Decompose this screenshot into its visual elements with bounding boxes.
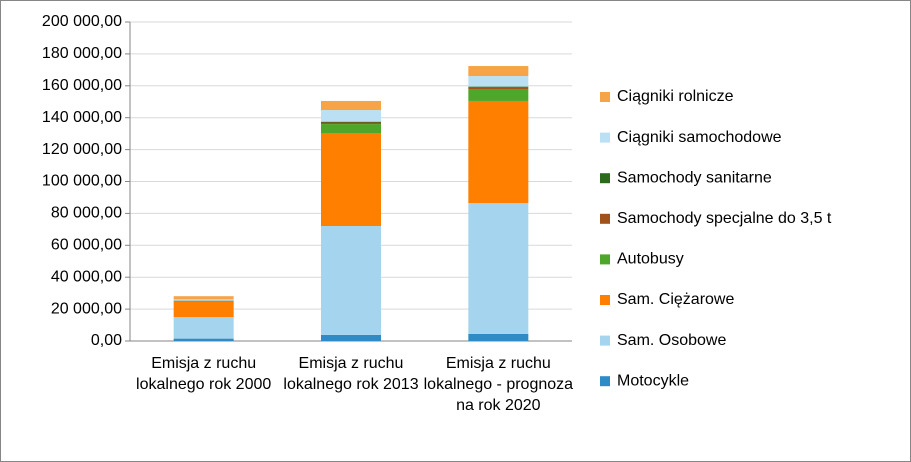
legend-label: Sam. Osobowe <box>617 332 726 349</box>
y-tick-label: 160 000,00 <box>42 77 122 94</box>
bar-segment <box>321 121 381 123</box>
legend-swatch <box>600 335 610 346</box>
legend-label: Samochody specjalne do 3,5 t <box>617 210 832 227</box>
bar-segment <box>321 124 381 134</box>
x-tick-label: Emisja z ruchu lokalnego rok 2000 <box>136 355 272 393</box>
y-tick-label: 60 000,00 <box>51 237 122 254</box>
bar-segment <box>468 88 529 101</box>
bar-segment <box>321 226 381 335</box>
bar-segment <box>468 100 529 204</box>
bar-segment <box>173 299 234 301</box>
legend-swatch <box>600 376 610 387</box>
legend-swatch <box>600 92 610 102</box>
y-tick-label: 100 000,00 <box>42 173 122 190</box>
y-tick-label: 140 000,00 <box>42 109 122 126</box>
bar-segment <box>468 66 529 77</box>
bar-segment <box>173 301 234 302</box>
legend-label: Ciągniki samochodowe <box>617 129 782 146</box>
y-tick-label: 0,00 <box>91 332 122 349</box>
legend-label: Sam. Ciężarowe <box>617 291 734 308</box>
bar-segment <box>468 76 529 87</box>
bar-segment <box>468 86 529 88</box>
x-tick-label: Emisja z ruchu lokalnego - prognoza na r… <box>423 355 574 414</box>
bar-segment <box>321 133 381 227</box>
legend-label: Ciągniki rolnicze <box>617 88 734 105</box>
legend-label: Autobusy <box>617 251 684 268</box>
legend-label: Samochody sanitarne <box>617 169 772 186</box>
bar-segment <box>321 100 381 111</box>
bar-segment <box>173 301 234 318</box>
legend-label: Motocykle <box>617 372 689 389</box>
y-tick-label: 80 000,00 <box>51 205 122 222</box>
legend-swatch <box>600 254 610 265</box>
bar-segment <box>321 122 381 125</box>
y-tick-label: 120 000,00 <box>42 141 122 158</box>
legend-swatch <box>600 173 610 184</box>
x-tick-label: Emisja z ruchu lokalnego rok 2013 <box>283 355 419 393</box>
bar-segment <box>173 296 234 300</box>
y-tick-label: 20 000,00 <box>51 300 122 317</box>
bar-segment <box>468 203 529 334</box>
bar-segment <box>321 110 381 122</box>
y-tick-label: 40 000,00 <box>51 268 122 285</box>
legend-swatch <box>600 213 610 224</box>
bar-segment <box>468 333 529 341</box>
legend-swatch <box>600 132 610 143</box>
legend-swatch <box>600 295 610 305</box>
bar-segment <box>173 338 234 341</box>
bar-segment <box>468 87 529 89</box>
bar-segment <box>321 334 381 341</box>
bar-segment <box>173 317 234 339</box>
y-tick-label: 180 000,00 <box>42 45 122 62</box>
y-tick-label: 200 000,00 <box>42 13 122 30</box>
